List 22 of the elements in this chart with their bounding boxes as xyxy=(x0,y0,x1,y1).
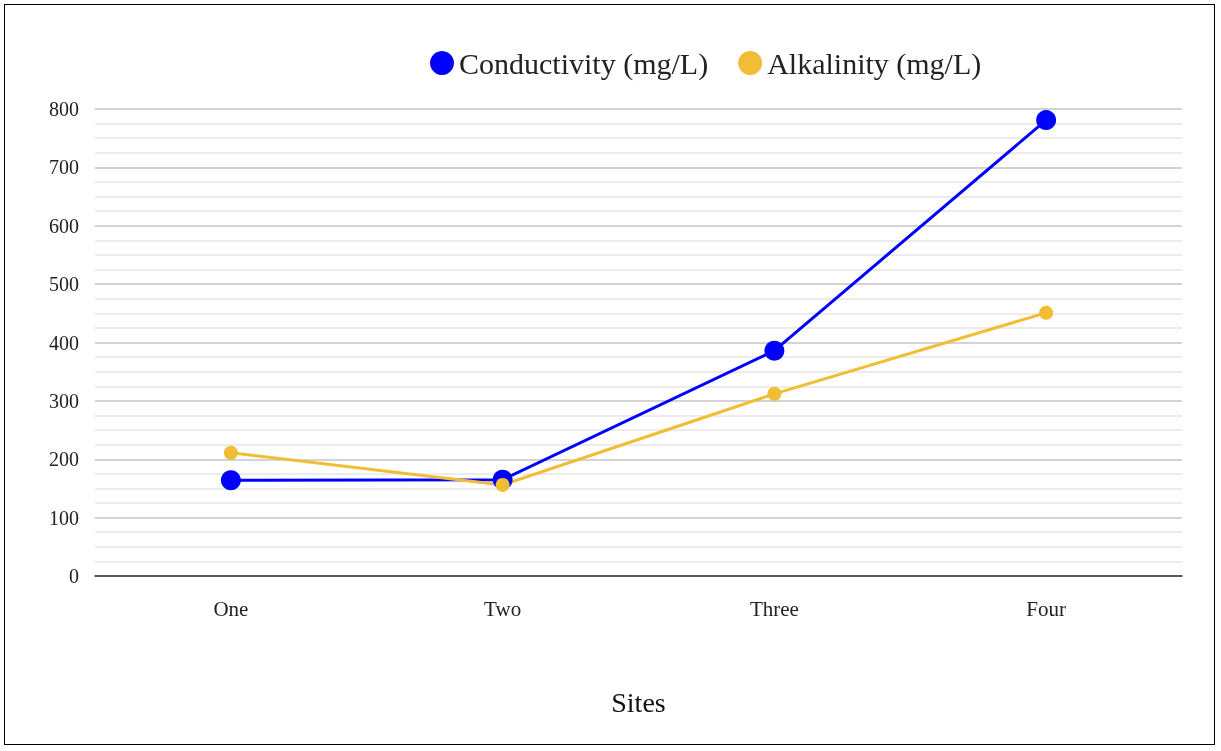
y-tick-label: 200 xyxy=(49,448,79,471)
y-tick-label: 0 xyxy=(69,565,79,587)
point xyxy=(767,386,782,401)
x-tick-label: Two xyxy=(484,596,522,621)
y-tick-label: 400 xyxy=(49,331,79,354)
point xyxy=(220,470,241,491)
point xyxy=(223,445,238,460)
point xyxy=(1039,305,1054,320)
legend-label: Alkalinity (mg/L) xyxy=(767,46,982,81)
y-tick-label: 800 xyxy=(49,98,79,120)
y-tick-label: 600 xyxy=(49,214,79,237)
point xyxy=(764,340,785,361)
y-tick-label: 100 xyxy=(49,506,79,529)
y-tick-label: 700 xyxy=(49,156,79,179)
x-tick-label: One xyxy=(213,596,249,621)
x-axis-title: Sites xyxy=(611,686,666,718)
legend-label: Conductivity (mg/L) xyxy=(459,46,709,81)
point xyxy=(1036,110,1057,131)
y-tick-label: 300 xyxy=(49,389,79,412)
x-tick-label: Four xyxy=(1026,596,1066,621)
x-tick-label: Three xyxy=(749,596,799,621)
y-tick-label: 500 xyxy=(49,273,79,296)
